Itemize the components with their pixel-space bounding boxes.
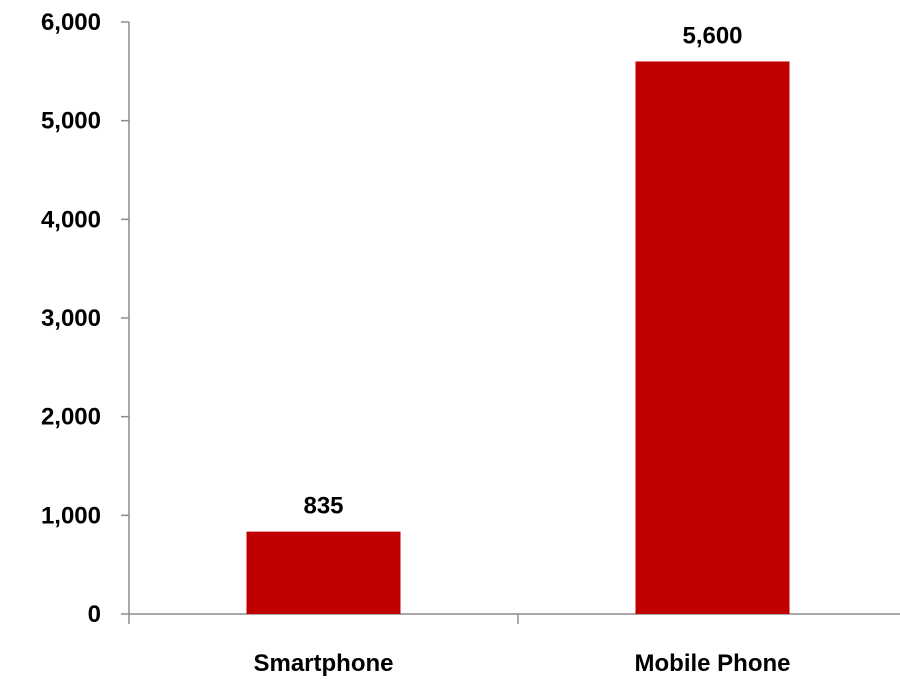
category-label: Mobile Phone (635, 650, 791, 677)
data-label: 5,600 (682, 22, 742, 49)
bar-mobile-phone (635, 61, 790, 614)
bar-smartphone (246, 531, 401, 614)
category-label: Smartphone (253, 650, 393, 677)
category-labels: Smartphone Mobile Phone (253, 650, 790, 677)
x-axis (128, 613, 900, 624)
y-tick-label: 2,000 (41, 404, 101, 431)
y-tick-label: 3,000 (41, 305, 101, 332)
data-labels: 835 5,600 (303, 22, 742, 519)
y-tick-label: 4,000 (41, 206, 101, 233)
y-tick-label: 5,000 (41, 108, 101, 135)
y-tick-label: 6,000 (41, 9, 101, 36)
y-tick-label: 0 (88, 601, 101, 628)
bars (246, 61, 790, 614)
y-axis: 0 1,000 2,000 3,000 4,000 5,000 6,000 (41, 9, 130, 628)
y-tick-label: 1,000 (41, 502, 101, 529)
data-label: 835 (303, 493, 343, 520)
